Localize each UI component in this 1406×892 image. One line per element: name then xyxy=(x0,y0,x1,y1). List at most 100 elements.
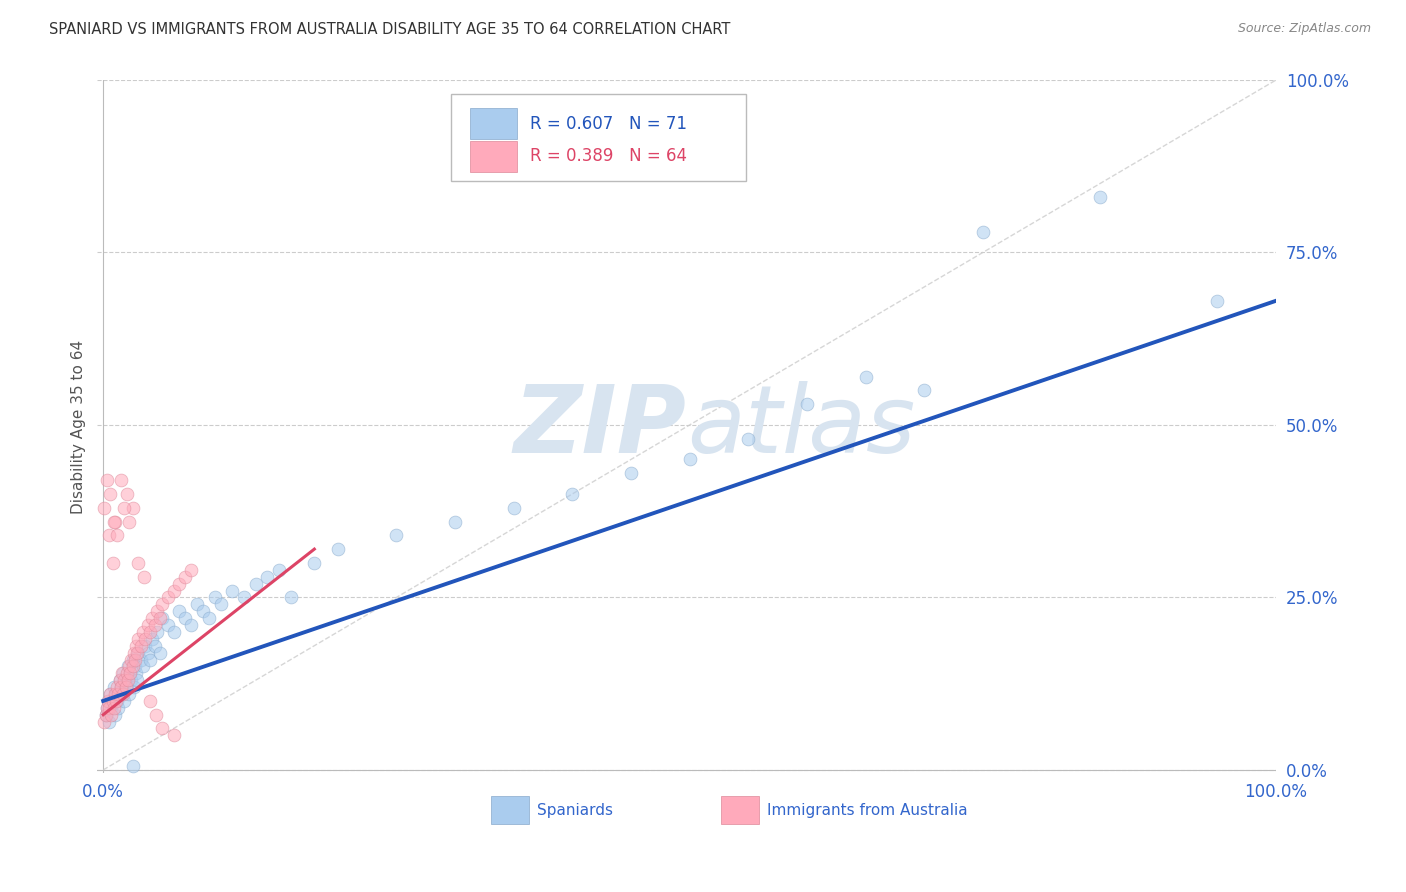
Point xyxy=(385,528,408,542)
Point xyxy=(204,591,226,605)
Text: Source: ZipAtlas.com: Source: ZipAtlas.com xyxy=(1237,22,1371,36)
Point xyxy=(114,673,136,688)
Point xyxy=(101,556,124,570)
Point xyxy=(136,618,159,632)
FancyBboxPatch shape xyxy=(491,797,529,824)
Point xyxy=(972,225,994,239)
Point xyxy=(98,714,121,729)
Point xyxy=(110,680,132,694)
Point xyxy=(148,646,170,660)
Point xyxy=(96,473,118,487)
Point xyxy=(100,707,122,722)
Point xyxy=(124,659,146,673)
Point xyxy=(104,687,127,701)
Point xyxy=(150,597,173,611)
Point xyxy=(112,666,135,681)
Point xyxy=(108,673,131,688)
Point xyxy=(156,591,179,605)
FancyBboxPatch shape xyxy=(470,141,517,171)
Point xyxy=(98,700,121,714)
Point xyxy=(174,611,197,625)
Point xyxy=(1206,293,1229,308)
Point xyxy=(101,694,124,708)
Point xyxy=(304,556,326,570)
Point xyxy=(127,646,149,660)
Text: ZIP: ZIP xyxy=(513,381,686,473)
Point xyxy=(145,707,167,722)
Point xyxy=(197,611,219,625)
Point xyxy=(245,576,267,591)
Point xyxy=(129,639,152,653)
Point xyxy=(143,618,166,632)
Point xyxy=(141,632,163,646)
Point xyxy=(112,687,135,701)
Point xyxy=(127,632,149,646)
Point xyxy=(209,597,232,611)
Point xyxy=(180,563,202,577)
Point xyxy=(855,369,877,384)
Point xyxy=(127,646,149,660)
Point xyxy=(115,680,138,694)
Point xyxy=(105,528,128,542)
Point xyxy=(118,659,141,673)
Point xyxy=(111,687,134,701)
Point xyxy=(620,467,643,481)
Point xyxy=(111,666,134,681)
Point xyxy=(108,673,131,688)
Text: R = 0.607   N = 71: R = 0.607 N = 71 xyxy=(530,115,688,133)
Point xyxy=(105,694,128,708)
Point xyxy=(127,673,149,688)
Text: Spaniards: Spaniards xyxy=(537,803,613,818)
Point xyxy=(103,515,125,529)
Point xyxy=(96,700,118,714)
Point xyxy=(121,759,143,773)
Point xyxy=(127,556,149,570)
Point xyxy=(107,700,129,714)
Point xyxy=(105,687,128,701)
Point xyxy=(125,639,148,653)
Point xyxy=(98,487,121,501)
Point xyxy=(141,611,163,625)
Point xyxy=(796,397,818,411)
Point xyxy=(93,500,115,515)
Point xyxy=(186,597,208,611)
Point xyxy=(134,570,156,584)
Point xyxy=(134,632,156,646)
Point xyxy=(118,515,141,529)
Point xyxy=(115,666,138,681)
Point xyxy=(103,680,125,694)
Point xyxy=(162,624,184,639)
Point xyxy=(104,707,127,722)
Point xyxy=(136,646,159,660)
Point xyxy=(117,673,139,688)
Point xyxy=(150,722,173,736)
Point xyxy=(169,576,191,591)
Point xyxy=(174,570,197,584)
Point xyxy=(120,673,142,688)
Point xyxy=(146,604,169,618)
Point xyxy=(117,659,139,673)
Point xyxy=(94,707,117,722)
Point xyxy=(326,542,349,557)
Point xyxy=(1088,190,1111,204)
Point xyxy=(679,452,702,467)
Point xyxy=(98,687,121,701)
Point xyxy=(444,515,467,529)
FancyBboxPatch shape xyxy=(470,109,517,139)
Point xyxy=(150,611,173,625)
Point xyxy=(191,604,214,618)
Text: SPANIARD VS IMMIGRANTS FROM AUSTRALIA DISABILITY AGE 35 TO 64 CORRELATION CHART: SPANIARD VS IMMIGRANTS FROM AUSTRALIA DI… xyxy=(49,22,731,37)
Point xyxy=(139,624,162,639)
Point xyxy=(114,680,136,694)
Point xyxy=(256,570,278,584)
Point xyxy=(115,487,138,501)
Point xyxy=(97,694,120,708)
Point xyxy=(156,618,179,632)
Point xyxy=(129,652,152,666)
Point xyxy=(125,666,148,681)
Point xyxy=(103,700,125,714)
Point xyxy=(107,687,129,701)
Point xyxy=(98,687,121,701)
Point xyxy=(169,604,191,618)
Point xyxy=(162,728,184,742)
